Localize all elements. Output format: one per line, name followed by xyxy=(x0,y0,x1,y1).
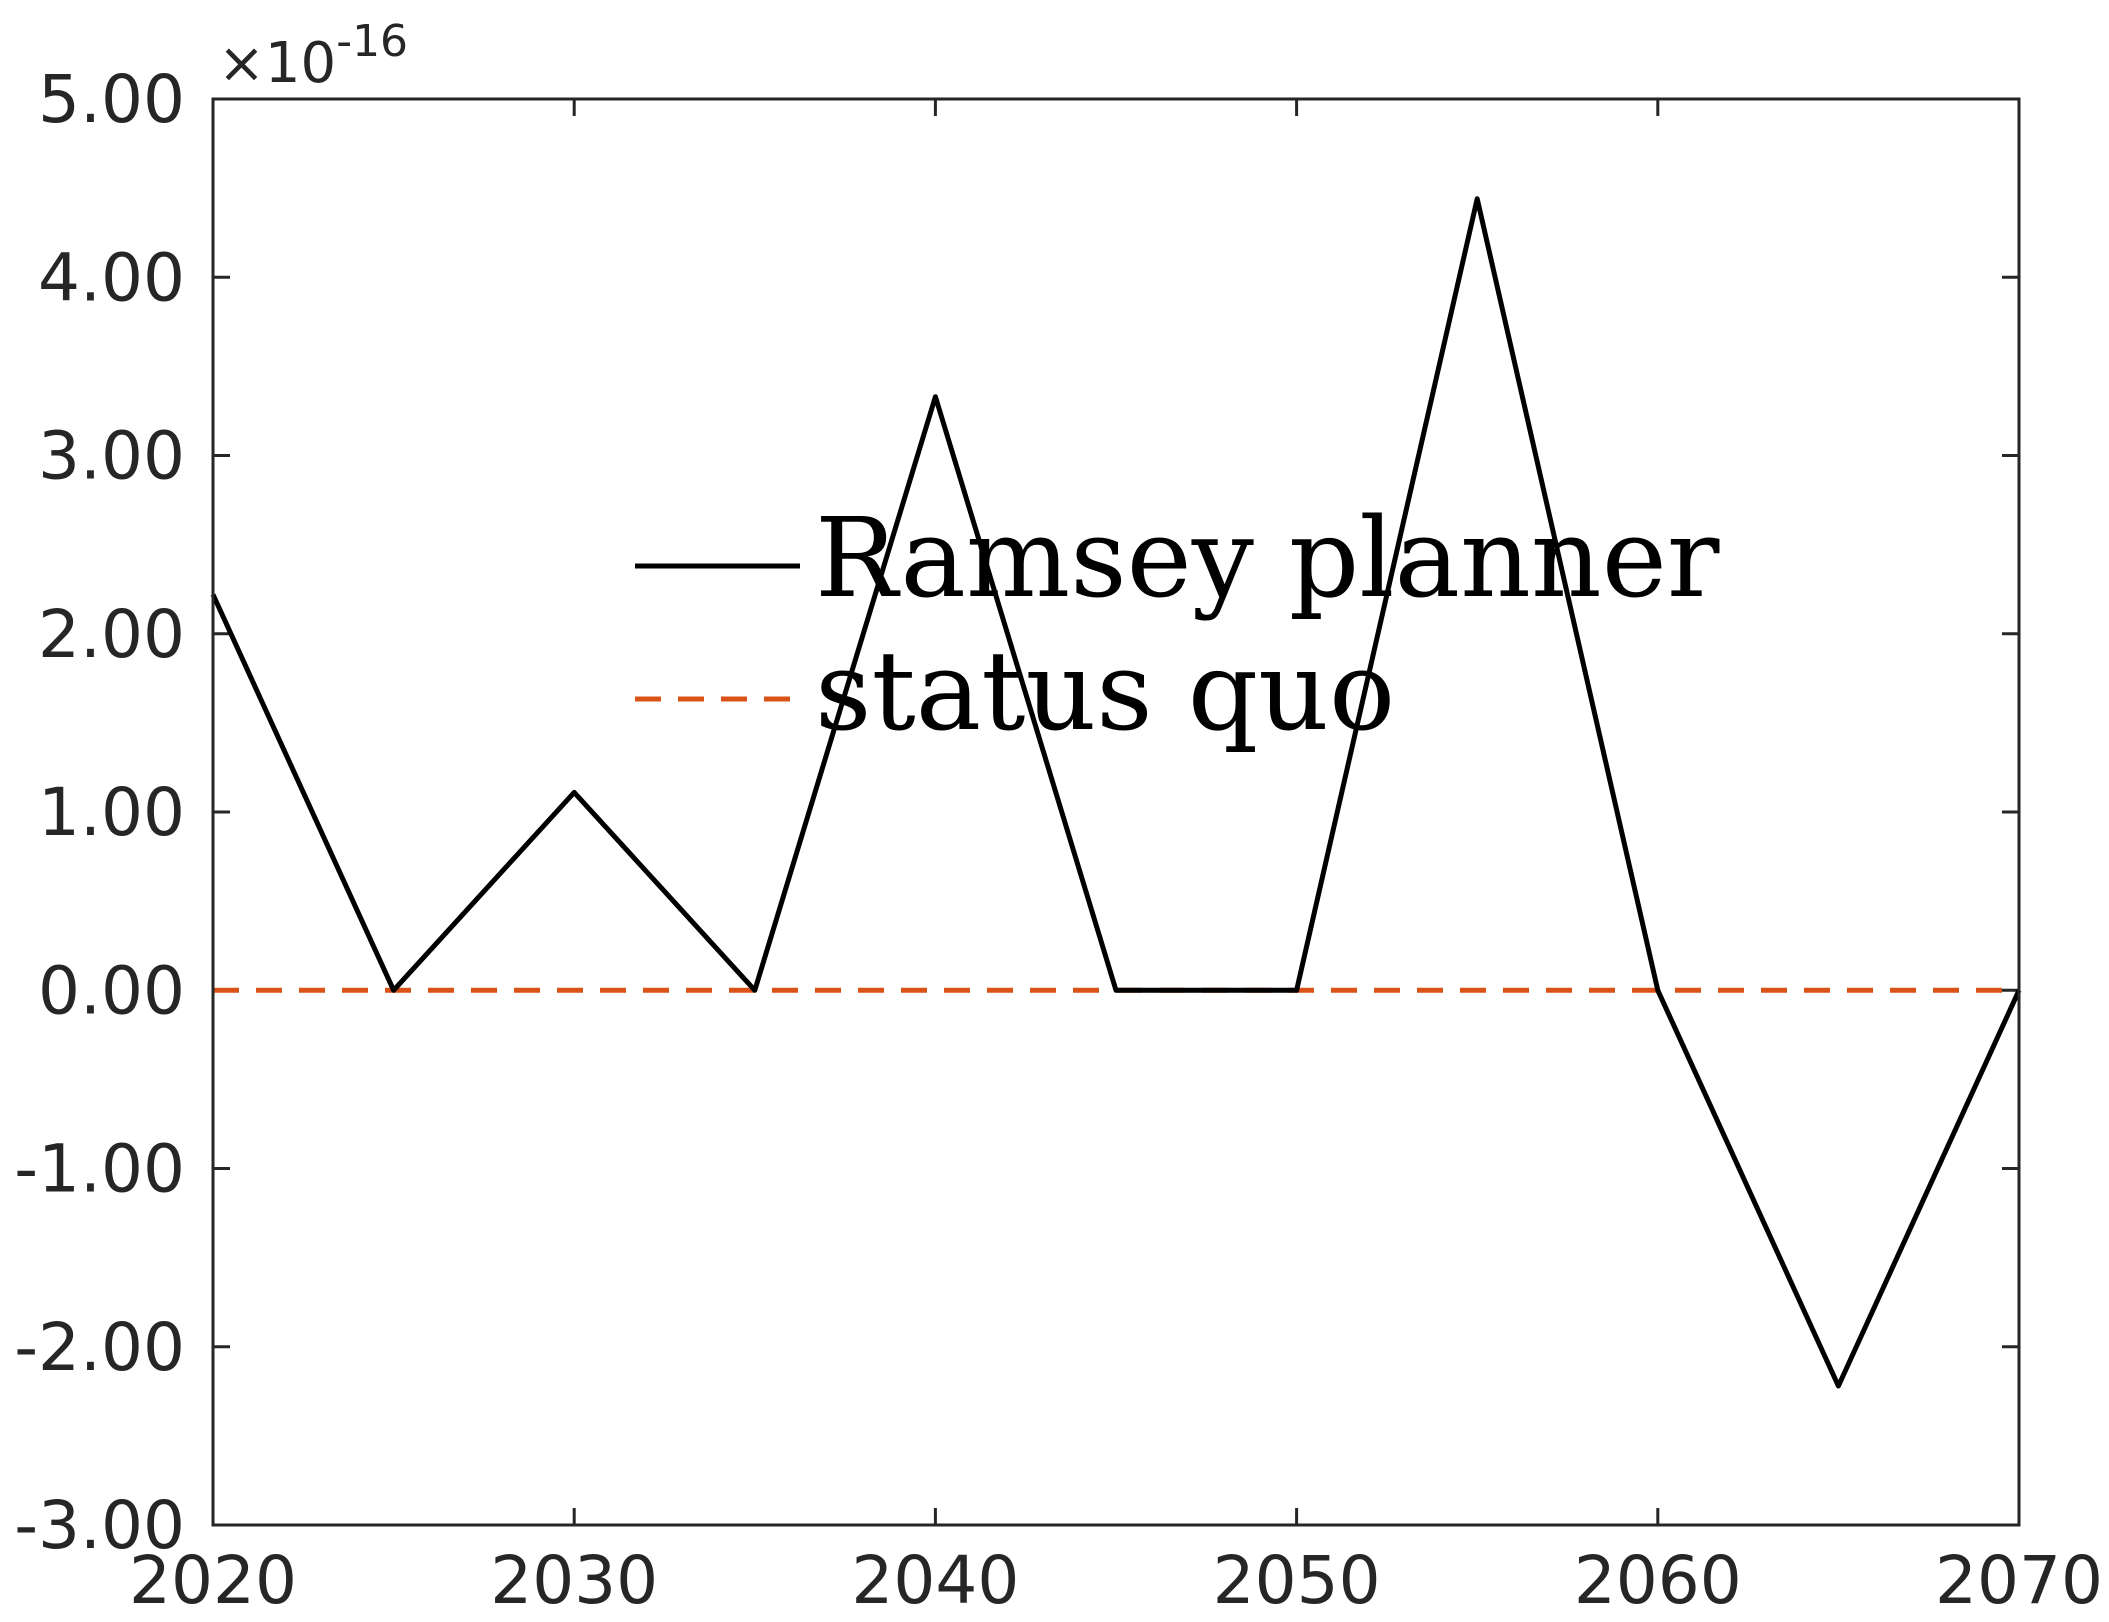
y-tick-label: 1.00 xyxy=(38,774,185,851)
x-tick-labels: 2020 2030 2040 2050 2060 2070 xyxy=(129,1542,2103,1619)
y-tick-label: 5.00 xyxy=(38,61,185,138)
x-tick-label: 2060 xyxy=(1574,1542,1742,1619)
y-tick-label: 4.00 xyxy=(38,239,185,316)
legend: Ramsey planner status quo xyxy=(635,494,1720,755)
legend-label-status-quo: status quo xyxy=(815,627,1395,755)
x-tick-label: 2050 xyxy=(1213,1542,1381,1619)
y-exponent-label: ×10-16 xyxy=(218,16,408,96)
legend-label-ramsey: Ramsey planner xyxy=(815,494,1720,622)
x-tick-label: 2030 xyxy=(490,1542,658,1619)
series-lines xyxy=(210,196,2022,1389)
series-line-ramsey-planner xyxy=(210,196,2022,1389)
y-tick-label: -3.00 xyxy=(14,1487,185,1564)
y-tick-labels: 5.00 4.00 3.00 2.00 1.00 0.00 -1.00 -2.00 -3.00 xyxy=(14,61,185,1564)
y-exponent-base: ×10 xyxy=(218,31,336,96)
y-tick-label: 0.00 xyxy=(38,952,185,1029)
plot-background xyxy=(213,99,2019,1525)
plot-frame xyxy=(211,97,2021,1527)
x-tick-label: 2020 xyxy=(129,1542,297,1619)
y-exponent-power: -16 xyxy=(336,16,408,67)
y-tick-label: 2.00 xyxy=(38,596,185,673)
y-tick-label: -2.00 xyxy=(14,1309,185,1386)
x-tick-label: 2070 xyxy=(1935,1542,2103,1619)
y-tick-label: -1.00 xyxy=(14,1131,185,1208)
x-tick-label: 2040 xyxy=(851,1542,1019,1619)
y-tick-label: 3.00 xyxy=(38,418,185,495)
